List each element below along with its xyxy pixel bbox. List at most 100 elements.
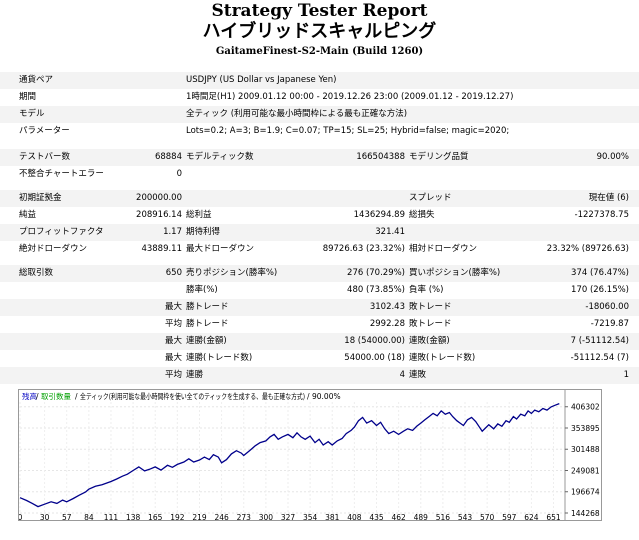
value-long: 374 (76.47%) [571, 268, 629, 278]
value-max-dd: 89726.63 (23.32%) [322, 244, 405, 254]
label-expected: 期待利得 [186, 227, 221, 237]
row-cons-amount: 最大 連勝(金額) 18 (54000.00) 連敗(金額) 7 (-51112… [0, 333, 639, 350]
x-tick-label: 246 [214, 513, 229, 520]
value-avg-cons-losses: 1 [623, 370, 629, 380]
label-net: 純益 [19, 210, 37, 220]
label-trades: 総取引数 [19, 268, 54, 278]
label-cons-wins-amount: 連勝(金額) [186, 336, 227, 346]
x-tick-label: 57 [62, 513, 72, 520]
label-cons-loss: 連敗(トレード数) [409, 353, 476, 363]
x-tick-label: 84 [84, 513, 94, 520]
label-cons-losses-amount: 連敗(金額) [409, 336, 450, 346]
value-gross-loss: -1227378.75 [574, 210, 629, 220]
value-params: Lots=0.2; A=3; B=1.9; C=0.07; TP=15; SL=… [186, 126, 510, 136]
row-largest: 最大 勝トレード 3102.43 敗トレード -18060.00 [0, 299, 639, 316]
row-model: モデル 全ティック (利用可能な最小時間枠による最も正確な方法) [0, 106, 639, 123]
label-short: 売りポジション(勝率%) [186, 268, 278, 278]
label-largest-loss: 敗トレード [409, 302, 452, 312]
x-tick-label: 138 [126, 513, 141, 520]
balance-chart-svg: 406302 353895 301488 249081 196674 144268 0 30… [19, 390, 600, 520]
chart-y-axis: 406302 353895 301488 249081 196674 144268 [564, 390, 600, 520]
x-tick-label: 435 [369, 513, 384, 520]
row-drawdown: 絶対ドローダウン 43889.11 最大ドローダウン 89726.63 (23.… [0, 241, 639, 258]
report-title: Strategy Tester Report [211, 1, 428, 21]
row-cons-count: 最大 連勝(トレード数) 54000.00 (18) 連敗(トレード数) -51… [0, 350, 639, 367]
x-tick-label: 462 [391, 513, 406, 520]
row-symbol: 通貨ペア USDJPY (US Dollar vs Japanese Yen) [0, 72, 639, 89]
x-tick-label: 381 [325, 513, 340, 520]
y-tick-label: 196674 [571, 488, 600, 497]
value-avg-win: 2992.28 [369, 319, 405, 329]
x-tick-label: 273 [237, 513, 252, 520]
legend-balance: 残高 [22, 391, 37, 401]
label-max-prefix-3: 最大 [164, 353, 182, 363]
label-gross-loss: 総損失 [409, 210, 435, 220]
label-quality: モデリング品質 [409, 152, 469, 162]
value-gross-profit: 1436294.89 [353, 210, 405, 220]
x-tick-label: 516 [436, 513, 451, 520]
value-avg-loss: -7219.87 [590, 319, 629, 329]
value-loss: 170 (26.15%) [571, 285, 629, 295]
y-tick-label: 249081 [571, 466, 600, 475]
label-max-prefix-2: 最大 [164, 336, 182, 346]
label-params: パラメーター [19, 126, 70, 136]
x-tick-label: 597 [502, 513, 517, 520]
value-largest-loss: -18060.00 [585, 302, 629, 312]
report-build: GaitameFinest-S2-Main (Build 1260) [215, 46, 424, 57]
label-period: 期間 [19, 92, 37, 102]
row-deposit: 初期証拠金 200000.00 スプレッド 現在値 (6) [0, 190, 639, 207]
label-bars: テストバー数 [19, 152, 71, 162]
row-average: 平均 勝トレード 2992.28 敗トレード -7219.87 [0, 316, 639, 333]
row-win-rate: 勝率(%) 480 (73.85%) 負率 (%) 170 (26.15%) [0, 282, 639, 299]
x-tick-label: 624 [524, 513, 539, 520]
value-deposit: 200000.00 [136, 193, 182, 203]
value-abs-dd: 43889.11 [141, 244, 182, 254]
row-avg-cons: 平均 連勝 4 連敗 1 [0, 367, 639, 384]
value-cons-profit: 54000.00 (18) [344, 353, 405, 363]
value-model: 全ティック (利用可能な最小時間枠による最も正確な方法) [186, 109, 408, 119]
x-tick-label: 111 [104, 513, 119, 520]
x-tick-label: 0 [19, 513, 23, 520]
row-mismatch: 不整合チャートエラー 0 [0, 166, 639, 183]
y-tick-label: 301488 [571, 445, 600, 454]
label-cons-profit: 連勝(トレード数) [186, 353, 253, 363]
label-model: モデル [19, 109, 45, 119]
x-tick-label: 570 [480, 513, 495, 520]
value-expected: 321.41 [375, 227, 405, 237]
x-tick-label: 489 [414, 513, 429, 520]
chart-series [19, 402, 560, 508]
value-quality: 90.00% [596, 152, 629, 162]
x-tick-label: 192 [170, 513, 185, 520]
label-mismatch: 不整合チャートエラー [19, 169, 104, 179]
row-period: 期間 1時間足(H1) 2009.01.12 00:00 - 2019.12.2… [0, 89, 639, 106]
x-tick-label: 354 [303, 513, 318, 520]
value-cons-loss: -51112.54 (7) [570, 353, 629, 363]
value-avg-cons-wins: 4 [399, 370, 405, 380]
row-bars: テストバー数 68884 モデルティック数 166504388 モデリング品質 … [0, 149, 639, 166]
report-subtitle: ハイブリッドスキャルピング [202, 21, 437, 42]
y-tick-label: 406302 [571, 403, 600, 412]
x-tick-label: 300 [259, 513, 274, 520]
label-max-dd: 最大ドローダウン [186, 244, 255, 254]
label-loss: 負率 (%) [409, 285, 444, 295]
legend-sep-1: / [36, 392, 39, 401]
label-pf: プロフィットファクタ [19, 227, 104, 237]
legend-quality: 90.00% [312, 392, 341, 401]
chart-x-axis: 0 30 57 84 111 138 165 192 219 246 273 300 327 354 381… [19, 513, 561, 520]
y-tick-label: 353895 [571, 424, 600, 433]
x-tick-label: 327 [281, 513, 296, 520]
chart-grid [19, 402, 565, 514]
balance-line [19, 402, 560, 508]
x-tick-label: 30 [40, 513, 50, 520]
value-rel-dd: 23.32% (89726.63) [546, 244, 629, 254]
legend-model: 全ティック(利用可能な最小時間枠を使い全てのティックを生成する、最も正確な方式) [80, 391, 305, 401]
label-win: 勝率(%) [186, 285, 218, 295]
legend-sep-3: / [307, 392, 310, 401]
label-long: 買いポジション(勝率%) [409, 268, 501, 278]
label-rel-dd: 相対ドローダウン [409, 244, 478, 254]
label-symbol: 通貨ペア [19, 75, 54, 85]
value-cons-losses-amount: 7 (-51112.54) [570, 336, 629, 346]
value-short: 276 (70.29%) [347, 268, 405, 278]
label-avg-cons-wins: 連勝 [186, 370, 204, 380]
x-tick-label: 219 [192, 513, 207, 520]
